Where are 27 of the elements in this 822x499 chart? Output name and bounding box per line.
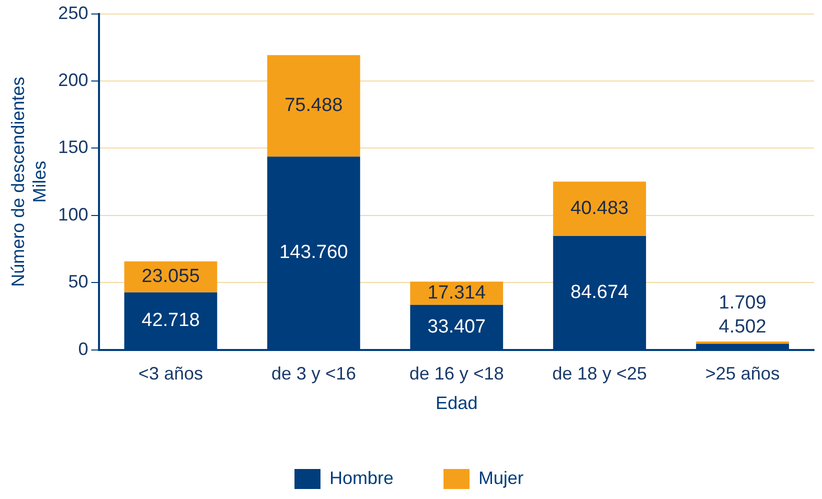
bar — [553, 182, 646, 236]
x-axis-title: Edad — [436, 393, 478, 414]
data-label: 23.055 — [142, 266, 200, 288]
x-tick-label: de 18 y <25 — [552, 364, 647, 384]
data-label: 143.760 — [279, 242, 348, 264]
data-label: 40.483 — [570, 198, 629, 220]
y-tick-label: 200 — [58, 70, 88, 90]
data-label: 75.488 — [284, 95, 343, 116]
y-tick-label: 100 — [58, 204, 88, 224]
data-label: 17.314 — [428, 282, 486, 304]
legend-label: Mujer — [478, 468, 524, 488]
y-tick-label: 150 — [58, 137, 88, 158]
legend-label: Hombre — [329, 468, 394, 488]
x-tick-label: de 3 y <16 — [271, 364, 356, 384]
data-label: 4.502 — [718, 316, 766, 338]
data-label: 33.407 — [428, 316, 486, 338]
y-tick-label: 50 — [68, 272, 88, 292]
x-tick-label: de 16 y <18 — [409, 364, 504, 384]
data-label: 84.674 — [570, 282, 630, 303]
y-axis-title: Número de descendientes Miles — [8, 76, 50, 287]
data-label: 42.718 — [142, 310, 200, 332]
x-tick-label: >25 años — [705, 364, 780, 384]
y-tick-label: 250 — [58, 2, 88, 23]
bar — [267, 55, 360, 157]
y-tick-label: 0 — [78, 338, 88, 359]
x-tick-label: <3 años — [138, 364, 203, 384]
data-label: 1.709 — [718, 292, 766, 314]
